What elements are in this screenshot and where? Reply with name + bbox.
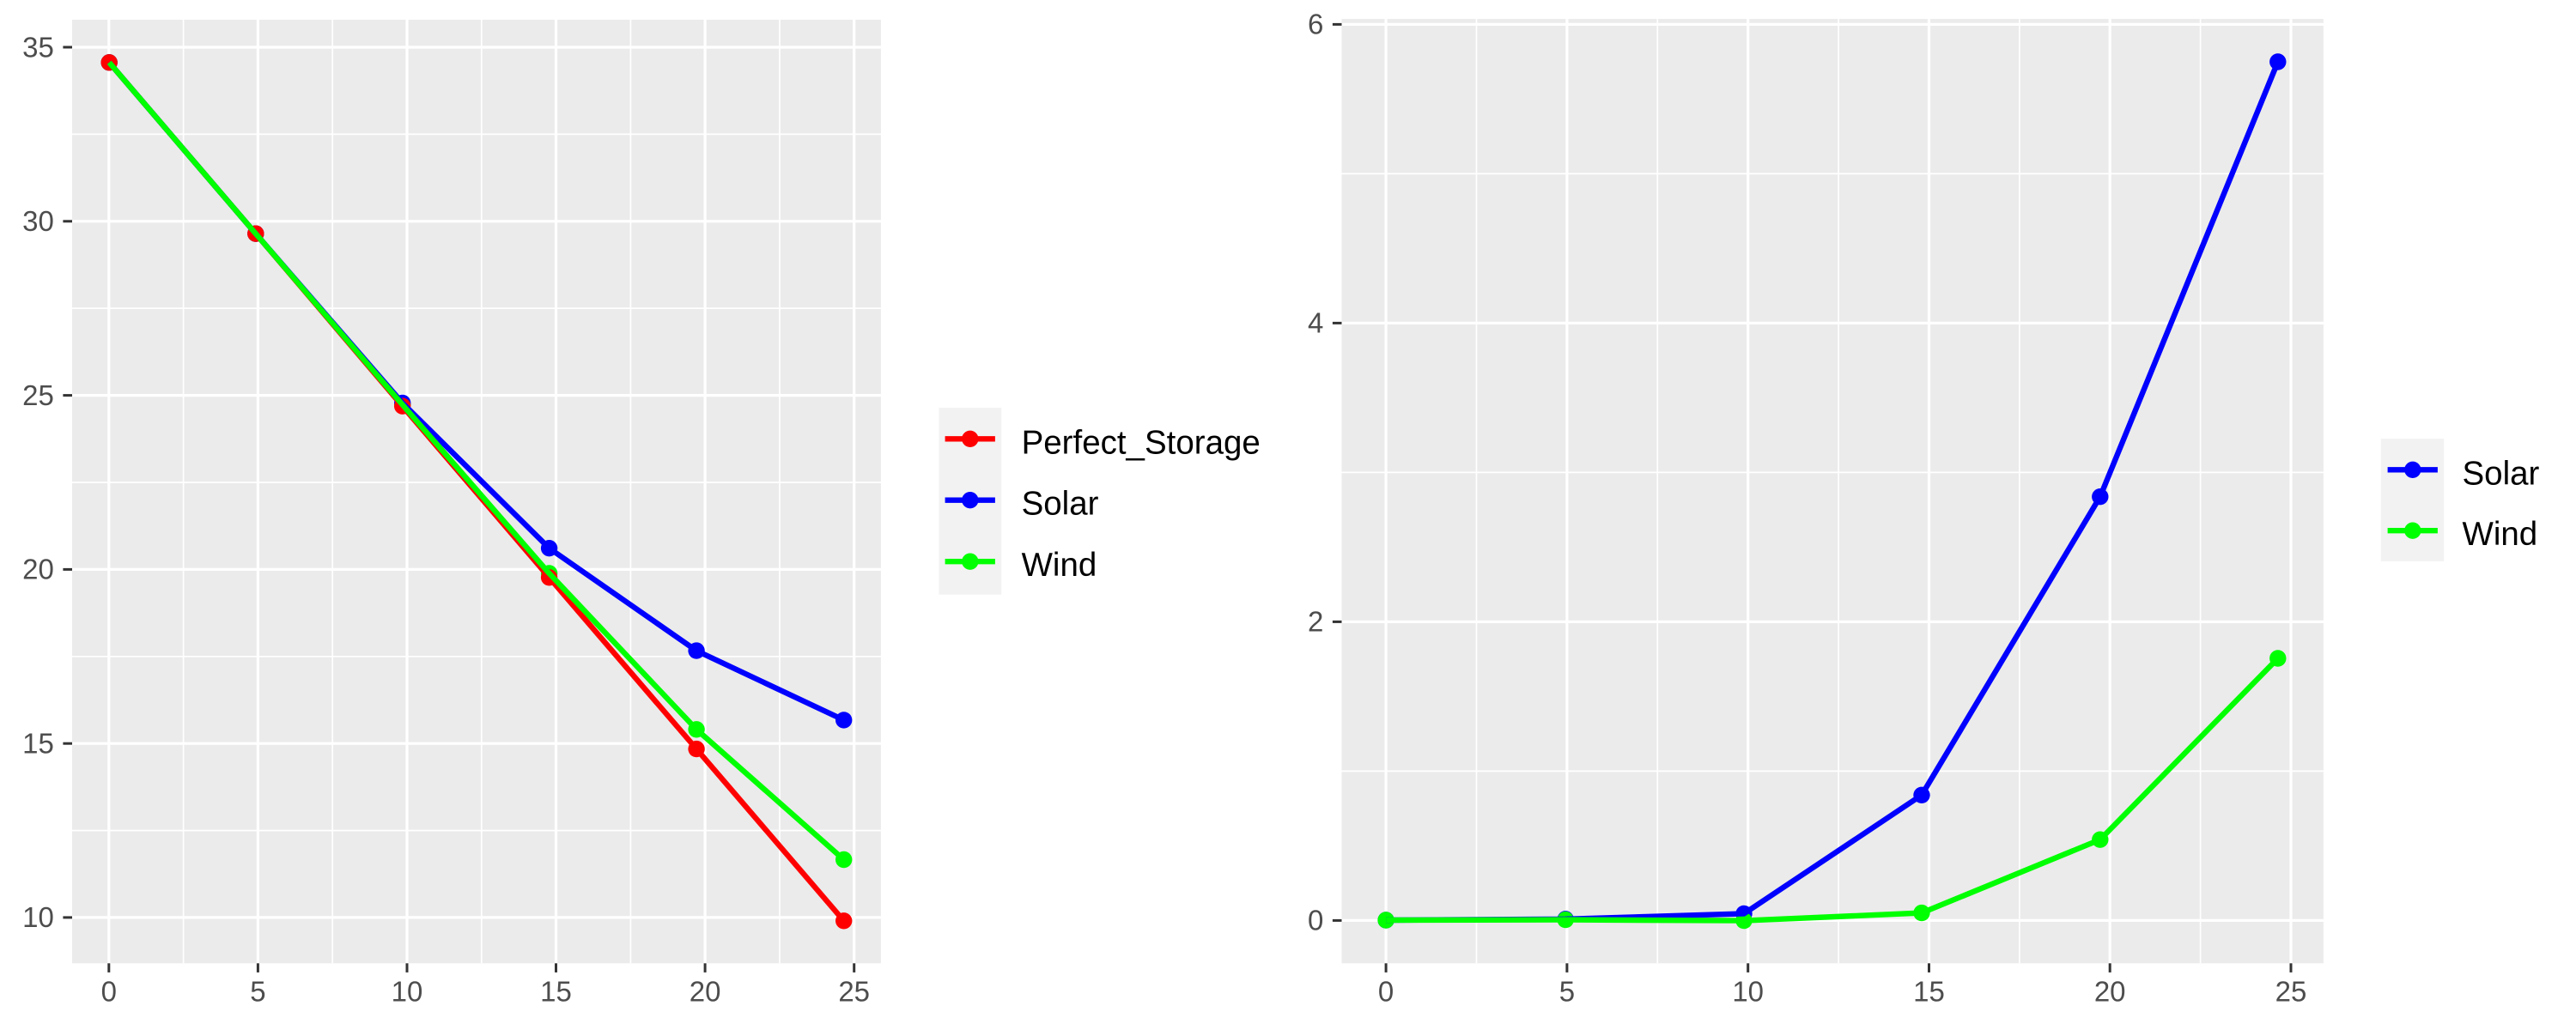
svg-text:5: 5 [1559,976,1575,1008]
svg-text:20: 20 [22,554,54,585]
svg-text:Wind: Wind [2463,516,2538,553]
svg-text:25: 25 [838,976,870,1008]
svg-text:20: 20 [2094,976,2126,1008]
svg-text:4: 4 [1308,307,1323,339]
svg-text:20: 20 [690,976,721,1008]
svg-text:Wind: Wind [1022,547,1097,584]
svg-text:Perfect_Storage: Perfect_Storage [1022,424,1261,461]
svg-text:0: 0 [1308,905,1323,936]
svg-text:0: 0 [1378,976,1394,1008]
svg-text:Solar: Solar [2463,455,2540,492]
svg-text:0: 0 [101,976,117,1008]
svg-text:5: 5 [250,976,265,1008]
svg-text:Solar: Solar [1022,486,1099,523]
svg-text:15: 15 [22,728,54,760]
svg-text:10: 10 [1732,976,1764,1008]
svg-text:2: 2 [1308,606,1323,638]
svg-text:6: 6 [1308,9,1323,40]
svg-text:35: 35 [22,31,54,63]
svg-text:10: 10 [392,976,423,1008]
svg-text:10: 10 [22,901,54,933]
svg-text:25: 25 [22,379,54,411]
svg-text:25: 25 [2275,976,2307,1008]
svg-text:15: 15 [540,976,572,1008]
svg-text:30: 30 [22,205,54,237]
svg-text:15: 15 [1913,976,1945,1008]
